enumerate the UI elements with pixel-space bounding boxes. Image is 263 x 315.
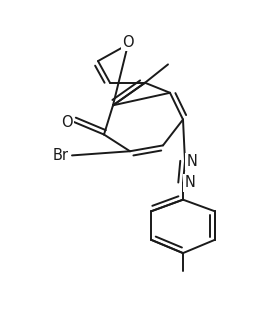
Text: O: O [61,115,72,129]
Text: Br: Br [52,148,68,163]
Text: N: N [186,154,197,169]
Text: O: O [122,35,134,50]
Text: N: N [184,175,195,191]
